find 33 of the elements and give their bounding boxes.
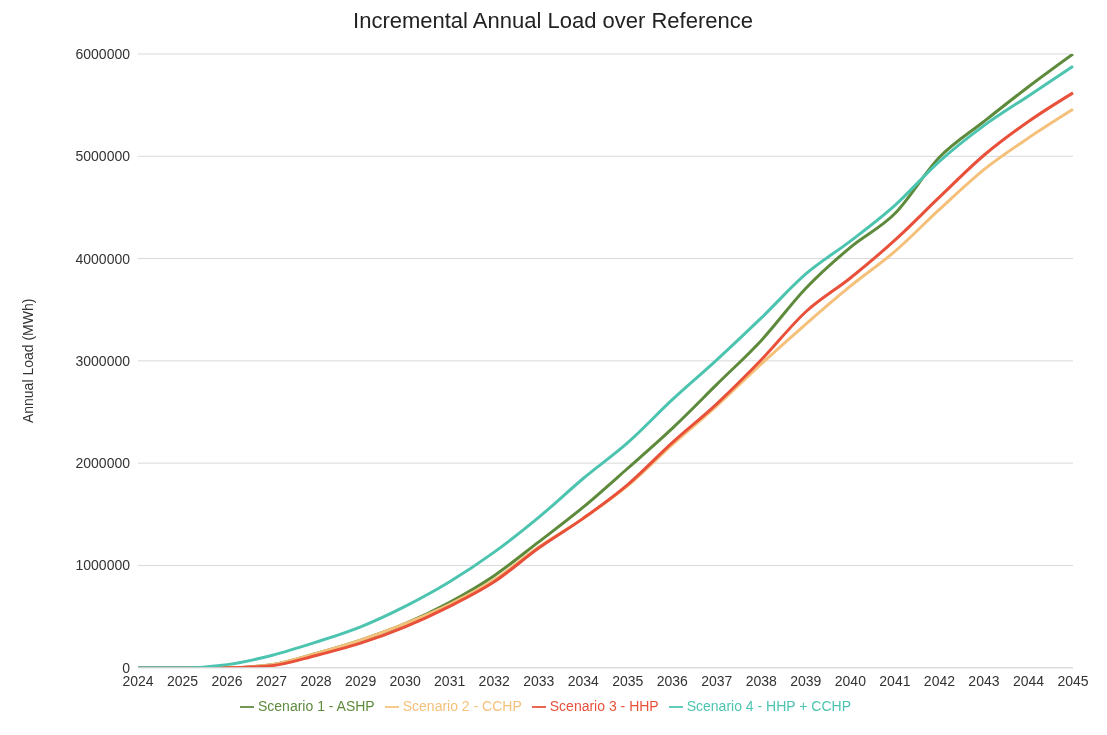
legend-label: Scenario 1 - ASHP: [257, 697, 375, 714]
legend-label: Scenario 3 - HHP: [549, 697, 659, 714]
x-tick-label: 2035: [612, 672, 644, 689]
x-tick-label: 2034: [567, 672, 600, 689]
chart-title: Incremental Annual Load over Reference: [352, 8, 754, 34]
x-tick-label: 2041: [879, 672, 911, 689]
x-tick-label: 2027: [255, 672, 288, 689]
x-tick-label: 2039: [790, 672, 822, 689]
y-tick-label: 6000000: [75, 45, 131, 62]
x-tick-label: 2042: [923, 672, 956, 689]
x-tick-label: 2031: [434, 672, 466, 689]
y-tick-label: 2000000: [75, 455, 131, 472]
x-tick-label: 2029: [345, 672, 377, 689]
x-tick-label: 2026: [211, 672, 243, 689]
y-tick-label: 4000000: [75, 250, 131, 267]
x-tick-label: 2025: [166, 672, 199, 689]
y-tick-label: 5000000: [75, 148, 131, 165]
x-tick-label: 2032: [478, 672, 510, 689]
x-tick-label: 2045: [1057, 672, 1089, 689]
x-tick-label: 2033: [523, 672, 555, 689]
x-tick-label: 2036: [656, 672, 689, 689]
x-tick-label: 2038: [745, 672, 778, 689]
y-tick-label: 1000000: [75, 557, 131, 574]
x-tick-label: 2030: [389, 672, 421, 689]
x-tick-label: 2037: [701, 672, 733, 689]
y-tick-label: 3000000: [75, 352, 131, 369]
x-tick-label: 2040: [834, 672, 867, 689]
legend-label: Scenario 2 - CCHP: [402, 697, 522, 714]
x-tick-label: 2043: [968, 672, 1000, 689]
x-tick-label: 2028: [300, 672, 332, 689]
legend-label: Scenario 4 - HHP + CCHP: [686, 697, 852, 714]
x-tick-label: 2044: [1012, 672, 1045, 689]
y-axis-title: Annual Load (MWh): [19, 298, 36, 424]
